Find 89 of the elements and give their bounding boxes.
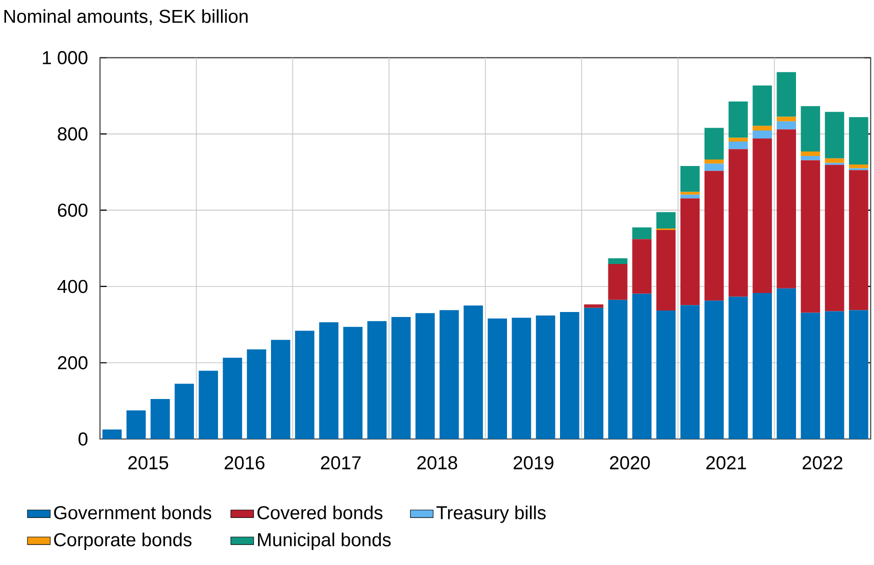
y-tick-label: 200 (58, 356, 88, 370)
bar (824, 112, 844, 158)
bar (776, 121, 796, 130)
bar (488, 318, 508, 439)
chart-title: Nominal amounts, SEK billion (4, 9, 248, 26)
bar (150, 398, 170, 439)
x-tick-label: 2022 (802, 456, 842, 470)
bar (752, 126, 772, 130)
bar (752, 292, 772, 439)
bar (126, 410, 146, 439)
bar (704, 128, 724, 160)
bar (246, 349, 266, 439)
bar (704, 159, 724, 164)
bar (222, 358, 242, 439)
bar (391, 316, 411, 439)
bar (270, 340, 290, 439)
bar (800, 106, 820, 152)
bar (848, 117, 868, 164)
bar (800, 156, 820, 160)
bar (728, 149, 748, 297)
bar (752, 86, 772, 126)
bar (824, 164, 844, 312)
legend-label: Treasury bills (436, 506, 546, 524)
x-tick-label: 2016 (224, 456, 264, 470)
bar (632, 294, 652, 439)
bar (656, 310, 676, 439)
bar (776, 288, 796, 439)
x-tick-label: 2017 (321, 456, 361, 470)
bar (848, 170, 868, 310)
bar (295, 330, 314, 439)
bar (776, 129, 796, 288)
bar (848, 164, 868, 168)
x-tick-label: 2020 (610, 456, 650, 470)
x-tick-label: 2015 (128, 456, 168, 470)
y-tick-label: 0 (78, 432, 88, 446)
bar (776, 116, 796, 122)
bar (656, 230, 676, 310)
bar (343, 326, 363, 439)
bar (367, 321, 387, 439)
bar (632, 239, 652, 294)
bar (776, 72, 796, 117)
bar (728, 138, 748, 142)
y-tick-label: 800 (58, 127, 88, 141)
bar (728, 142, 748, 150)
legend-label: Municipal bonds (258, 532, 391, 550)
legend-label: Government bonds (54, 506, 212, 520)
bar (800, 160, 820, 313)
bar (440, 310, 459, 439)
bar (464, 306, 483, 439)
y-tick-label: 1 000 (42, 51, 88, 64)
bar (680, 166, 700, 192)
bar (102, 429, 122, 439)
bar (728, 102, 748, 138)
bar (824, 311, 844, 439)
bar (512, 318, 532, 439)
legend-label: Corporate bonds (54, 532, 192, 550)
bar (680, 192, 700, 195)
bar (656, 212, 676, 229)
bar (608, 300, 628, 439)
x-tick-label: 2019 (514, 456, 554, 470)
bar (680, 198, 700, 306)
bar (704, 300, 724, 439)
y-tick-label: 600 (58, 204, 88, 217)
bar (680, 194, 700, 198)
bar (536, 315, 556, 439)
x-tick-label: 2021 (706, 456, 746, 470)
bar (608, 258, 628, 264)
bar (728, 296, 748, 439)
bar (415, 313, 435, 439)
bar (848, 310, 868, 439)
bar (584, 304, 604, 308)
bar (680, 305, 700, 439)
bar (704, 170, 724, 301)
bar (608, 264, 628, 300)
bar (560, 312, 580, 439)
bar (319, 322, 338, 439)
x-tick-label: 2018 (417, 456, 458, 470)
y-tick-label: 400 (57, 280, 88, 294)
bar (704, 164, 724, 171)
bar (584, 308, 604, 439)
bar (632, 227, 652, 240)
bar (752, 138, 772, 293)
bar (752, 130, 772, 139)
legend-label: Covered bonds (257, 506, 382, 520)
bar (800, 151, 820, 156)
bar (198, 370, 218, 439)
bar (824, 158, 844, 163)
bar (800, 312, 820, 439)
bar (174, 384, 194, 439)
